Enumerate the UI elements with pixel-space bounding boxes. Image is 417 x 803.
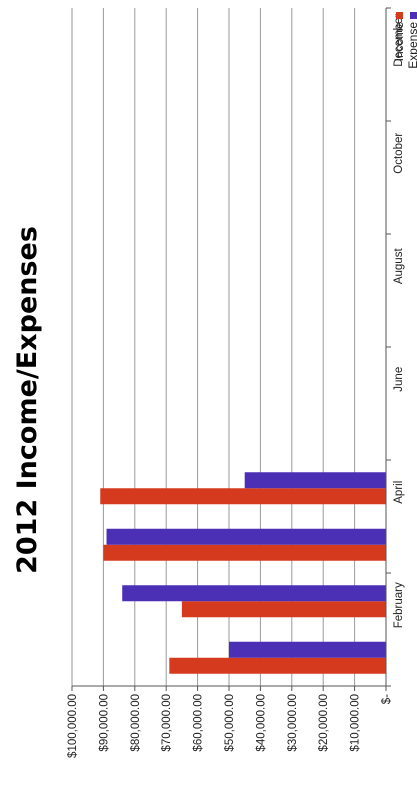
- legend-label: Income: [392, 22, 406, 62]
- bar-income: [182, 601, 386, 617]
- bar-income: [169, 658, 386, 674]
- value-tick-label: $30,000.00: [287, 694, 299, 752]
- category-tick-label: October: [393, 133, 405, 174]
- bar-expense: [122, 585, 386, 601]
- value-tick-label: $50,000.00: [224, 694, 236, 752]
- value-tick-label: $100,000.00: [67, 694, 79, 758]
- chart-title: 2012 Income/Expenses: [12, 226, 43, 574]
- category-tick-label: August: [393, 248, 405, 285]
- category-tick-label: February: [393, 582, 405, 628]
- legend-swatch: [396, 12, 403, 19]
- value-tick-label: $70,000.00: [161, 694, 173, 752]
- bar-income: [100, 488, 386, 504]
- category-tick-label: April: [393, 481, 405, 504]
- legend-swatch: [410, 12, 417, 19]
- value-tick-label: $80,000.00: [130, 694, 142, 752]
- value-tick-label: $90,000.00: [98, 694, 110, 752]
- bar-expense: [107, 529, 386, 545]
- value-tick-label: $10,000.00: [350, 694, 362, 752]
- bar-income: [103, 545, 386, 561]
- legend-label: Expense: [406, 22, 417, 69]
- bar-expense: [229, 642, 386, 658]
- category-tick-label: June: [393, 367, 405, 392]
- value-tick-label: $40,000.00: [255, 694, 267, 752]
- value-tick-label: $60,000.00: [193, 694, 205, 752]
- bar-expense: [245, 472, 386, 488]
- value-tick-label: $20,000.00: [318, 694, 330, 752]
- value-tick-label: $-: [381, 694, 393, 704]
